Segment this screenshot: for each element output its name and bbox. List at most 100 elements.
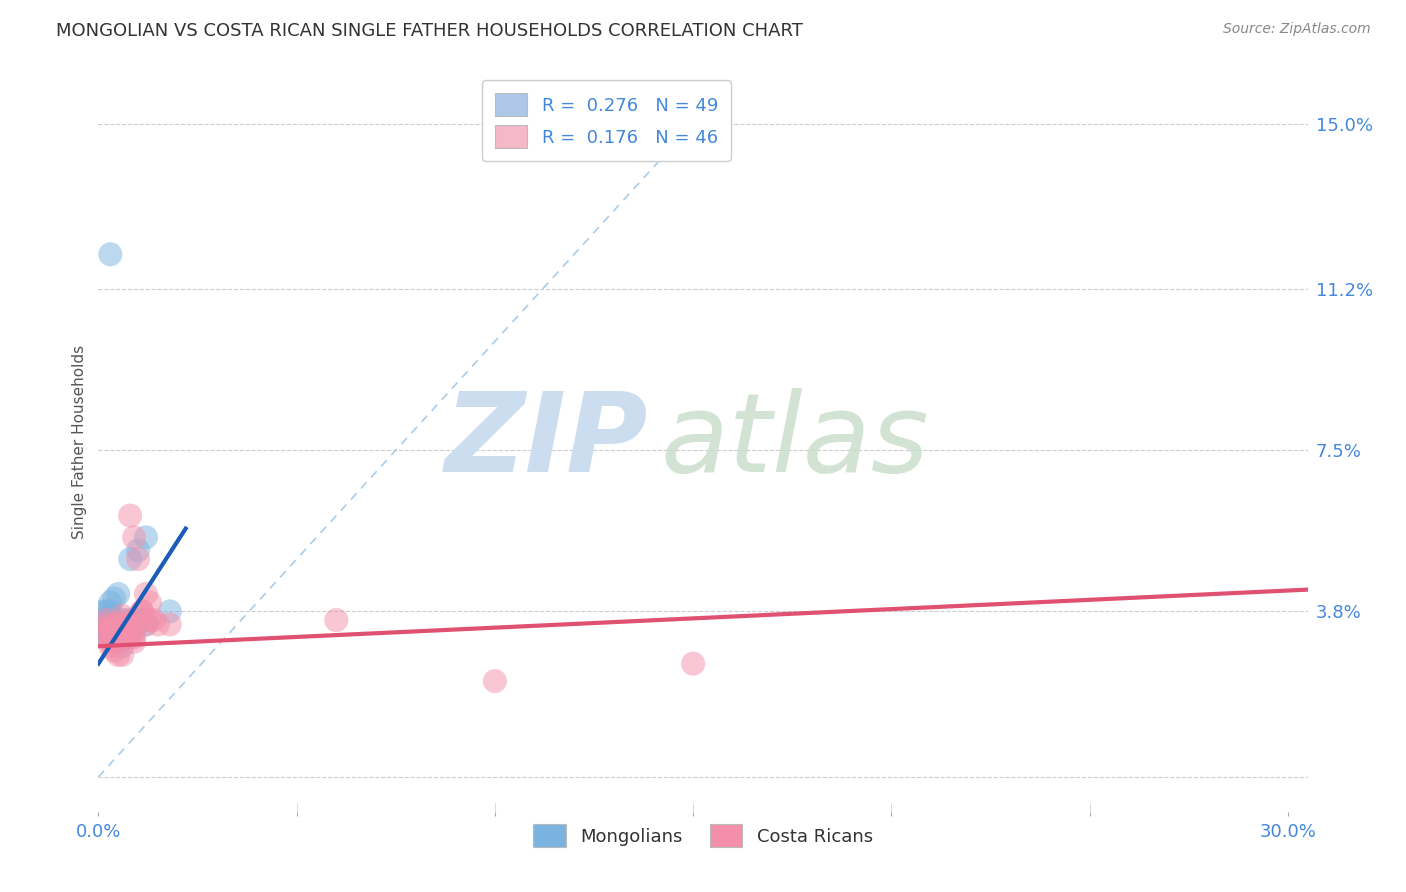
- Point: [122, 622, 145, 636]
- Point: [91, 604, 114, 618]
- Point: [127, 617, 149, 632]
- Point: [115, 617, 138, 632]
- Point: [135, 617, 157, 632]
- Point: [103, 631, 125, 645]
- Point: [122, 613, 145, 627]
- Point: [120, 626, 142, 640]
- Point: [98, 622, 121, 636]
- Point: [139, 613, 162, 627]
- Point: [98, 635, 121, 649]
- Point: [127, 613, 149, 627]
- Point: [159, 617, 181, 632]
- Point: [120, 552, 142, 566]
- Point: [120, 617, 142, 632]
- Text: MONGOLIAN VS COSTA RICAN SINGLE FATHER HOUSEHOLDS CORRELATION CHART: MONGOLIAN VS COSTA RICAN SINGLE FATHER H…: [56, 22, 803, 40]
- Point: [682, 657, 704, 671]
- Point: [103, 622, 125, 636]
- Point: [115, 617, 138, 632]
- Point: [103, 617, 125, 632]
- Point: [98, 622, 121, 636]
- Point: [325, 613, 347, 627]
- Point: [103, 617, 125, 632]
- Point: [98, 617, 121, 632]
- Point: [122, 631, 145, 645]
- Point: [98, 247, 121, 261]
- Point: [159, 604, 181, 618]
- Point: [127, 613, 149, 627]
- Point: [139, 596, 162, 610]
- Point: [135, 613, 157, 627]
- Text: ZIP: ZIP: [446, 388, 648, 495]
- Point: [98, 596, 121, 610]
- Point: [131, 604, 153, 618]
- Y-axis label: Single Father Households: Single Father Households: [72, 344, 87, 539]
- Point: [103, 622, 125, 636]
- Point: [111, 631, 134, 645]
- Point: [96, 613, 118, 627]
- Point: [120, 508, 142, 523]
- Text: atlas: atlas: [661, 388, 929, 495]
- Point: [103, 643, 125, 657]
- Point: [98, 626, 121, 640]
- Point: [107, 626, 129, 640]
- Point: [96, 617, 118, 632]
- Point: [111, 617, 134, 632]
- Point: [98, 604, 121, 618]
- Point: [111, 639, 134, 653]
- Point: [107, 622, 129, 636]
- Point: [96, 613, 118, 627]
- Point: [131, 604, 153, 618]
- Point: [111, 622, 134, 636]
- Point: [107, 631, 129, 645]
- Point: [98, 608, 121, 623]
- Point: [96, 604, 118, 618]
- Point: [146, 617, 169, 632]
- Point: [96, 622, 118, 636]
- Point: [107, 626, 129, 640]
- Point: [96, 626, 118, 640]
- Point: [107, 617, 129, 632]
- Point: [103, 591, 125, 606]
- Point: [484, 674, 506, 689]
- Point: [120, 631, 142, 645]
- Point: [111, 613, 134, 627]
- Point: [115, 622, 138, 636]
- Point: [91, 622, 114, 636]
- Point: [115, 631, 138, 645]
- Point: [103, 626, 125, 640]
- Point: [103, 635, 125, 649]
- Point: [91, 622, 114, 636]
- Point: [111, 648, 134, 662]
- Text: Source: ZipAtlas.com: Source: ZipAtlas.com: [1223, 22, 1371, 37]
- Point: [115, 622, 138, 636]
- Point: [120, 613, 142, 627]
- Point: [122, 635, 145, 649]
- Point: [115, 613, 138, 627]
- Point: [103, 635, 125, 649]
- Point: [107, 635, 129, 649]
- Point: [120, 617, 142, 632]
- Point: [107, 622, 129, 636]
- Point: [111, 626, 134, 640]
- Point: [142, 613, 165, 627]
- Point: [96, 631, 118, 645]
- Point: [107, 648, 129, 662]
- Point: [135, 587, 157, 601]
- Legend: Mongolians, Costa Ricans: Mongolians, Costa Ricans: [526, 817, 880, 855]
- Point: [127, 552, 149, 566]
- Point: [127, 543, 149, 558]
- Point: [131, 608, 153, 623]
- Point: [96, 631, 118, 645]
- Point: [107, 617, 129, 632]
- Point: [115, 626, 138, 640]
- Point: [111, 617, 134, 632]
- Point: [91, 626, 114, 640]
- Point: [135, 617, 157, 632]
- Point: [122, 626, 145, 640]
- Point: [135, 530, 157, 544]
- Point: [122, 530, 145, 544]
- Point: [98, 631, 121, 645]
- Point: [107, 587, 129, 601]
- Point: [111, 608, 134, 623]
- Point: [91, 613, 114, 627]
